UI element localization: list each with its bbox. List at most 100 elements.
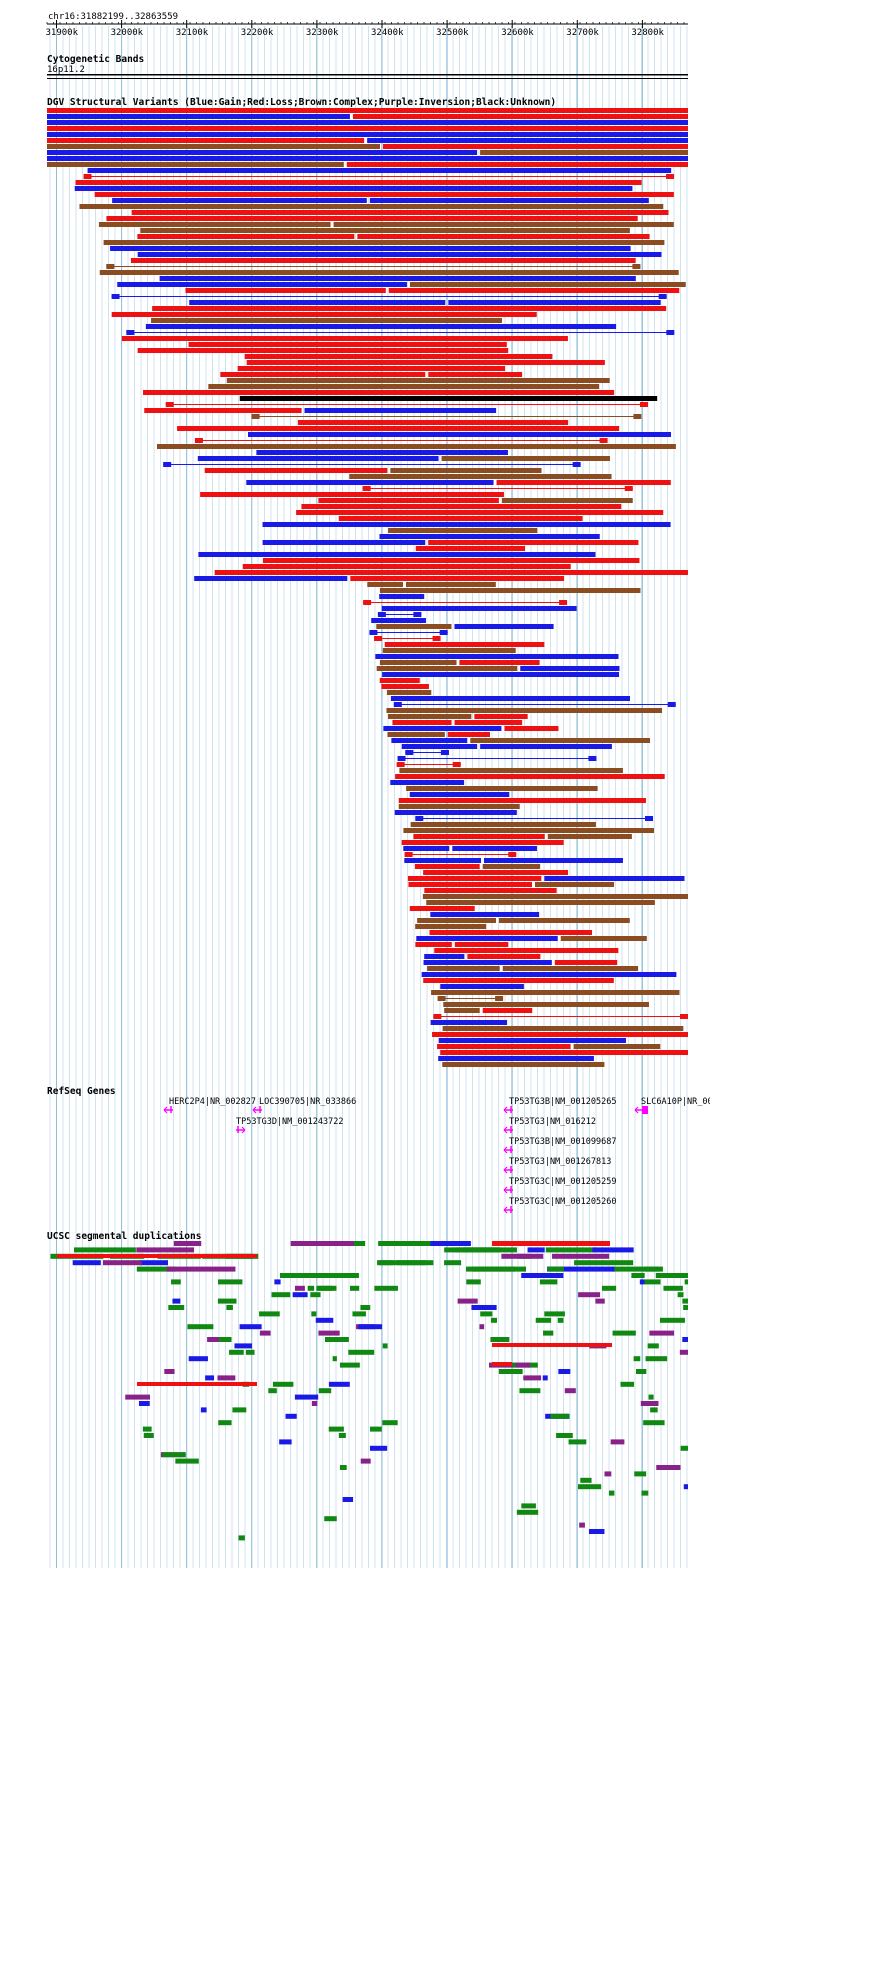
gene-tp53tg3c-2[interactable]: TP53TG3C|NM_001205260 (503, 1197, 616, 1214)
dgv-feature[interactable] (112, 198, 367, 203)
segdup-feature[interactable] (232, 1407, 247, 1413)
dgv-feature[interactable] (480, 150, 688, 155)
dgv-feature[interactable] (415, 924, 487, 929)
segdup-feature[interactable] (521, 1503, 536, 1509)
dgv-feature[interactable] (367, 582, 404, 587)
dgv-feature[interactable] (198, 552, 596, 557)
dgv-feature[interactable] (440, 1050, 688, 1055)
dgv-feature[interactable] (432, 1032, 688, 1037)
dgv-feature[interactable] (197, 456, 439, 461)
segdup-feature[interactable] (74, 1247, 136, 1253)
gene-tp53tg3-1[interactable]: TP53TG3|NM_016212 (503, 1117, 596, 1134)
segdup-feature[interactable] (577, 1484, 602, 1490)
dgv-feature[interactable] (666, 330, 675, 335)
dgv-feature[interactable] (482, 864, 541, 869)
segdup-feature[interactable] (369, 1426, 382, 1432)
dgv-feature[interactable] (414, 864, 480, 869)
dgv-feature[interactable] (559, 600, 568, 605)
segdup-feature[interactable] (574, 1260, 634, 1266)
dgv-feature[interactable] (396, 762, 405, 767)
segdup-feature[interactable] (677, 1292, 684, 1298)
segdup-feature[interactable] (360, 1305, 371, 1310)
dgv-feature[interactable] (346, 162, 688, 167)
dgv-feature[interactable] (632, 264, 641, 269)
dgv-feature[interactable] (404, 858, 482, 863)
dgv-feature[interactable] (110, 246, 631, 251)
segdup-feature[interactable] (683, 1484, 688, 1490)
segdup-feature[interactable] (168, 1305, 185, 1310)
segdup-feature[interactable] (547, 1266, 615, 1272)
dgv-feature[interactable] (502, 966, 639, 971)
cytoband-bar[interactable] (47, 74, 688, 76)
segdup-feature[interactable] (200, 1407, 207, 1413)
segdup-feature[interactable] (57, 1254, 257, 1258)
dgv-feature[interactable] (379, 534, 600, 539)
dgv-feature[interactable] (437, 1044, 571, 1049)
segdup-feature[interactable] (218, 1279, 243, 1285)
dgv-feature[interactable] (454, 624, 554, 629)
segdup-feature[interactable] (328, 1426, 344, 1432)
segdup-feature[interactable] (175, 1458, 199, 1464)
dgv-feature[interactable] (74, 186, 633, 191)
segdup-feature[interactable] (634, 1471, 647, 1477)
segdup-feature[interactable] (360, 1458, 371, 1464)
gene-tp53tg3d[interactable]: TP53TG3D|NM_001243722 (236, 1117, 343, 1134)
dgv-feature[interactable] (454, 942, 509, 947)
segdup-feature[interactable] (472, 1266, 516, 1272)
dgv-feature[interactable] (374, 636, 383, 641)
dgv-feature[interactable] (220, 372, 426, 377)
dgv-feature[interactable] (204, 468, 388, 473)
dgv-feature[interactable] (406, 582, 496, 587)
dgv-feature[interactable] (452, 762, 461, 767)
segdup-feature[interactable] (187, 1324, 214, 1330)
dgv-feature[interactable] (137, 348, 509, 353)
dgv-feature[interactable] (405, 750, 414, 755)
dgv-feature[interactable] (390, 780, 465, 785)
segdup-feature[interactable] (490, 1317, 497, 1323)
dgv-feature[interactable] (459, 660, 540, 665)
dgv-feature[interactable] (185, 288, 386, 293)
dgv-feature[interactable] (421, 972, 677, 977)
dgv-feature[interactable] (376, 624, 452, 629)
dgv-feature[interactable] (392, 720, 452, 725)
dgv-feature[interactable] (417, 918, 496, 923)
segdup-feature[interactable] (552, 1253, 610, 1259)
dgv-feature[interactable] (333, 222, 674, 227)
dgv-feature[interactable] (369, 198, 649, 203)
dgv-feature[interactable] (588, 756, 597, 761)
dgv-feature[interactable] (376, 666, 518, 671)
dgv-feature[interactable] (363, 600, 372, 605)
dgv-feature[interactable] (398, 804, 520, 809)
segdup-feature[interactable] (315, 1317, 334, 1323)
segdup-feature[interactable] (218, 1420, 232, 1426)
dgv-feature[interactable] (144, 408, 302, 413)
dgv-feature[interactable] (47, 150, 478, 155)
dgv-feature[interactable] (226, 378, 610, 383)
dgv-feature[interactable] (437, 996, 446, 1001)
segdup-feature[interactable] (172, 1298, 181, 1304)
dgv-feature[interactable] (297, 420, 569, 425)
dgv-feature[interactable] (633, 414, 642, 419)
dgv-feature[interactable] (387, 732, 445, 737)
segdup-feature[interactable] (378, 1241, 442, 1246)
dgv-feature[interactable] (443, 1002, 649, 1007)
segdup-feature[interactable] (217, 1375, 236, 1381)
dgv-feature[interactable] (415, 942, 452, 947)
segdup-feature[interactable] (558, 1369, 571, 1374)
dgv-feature[interactable] (117, 282, 407, 287)
segdup-feature[interactable] (640, 1401, 659, 1406)
dgv-feature[interactable] (416, 936, 558, 941)
dgv-feature[interactable] (47, 114, 350, 119)
dgv-feature[interactable] (143, 390, 615, 395)
segdup-feature[interactable] (610, 1439, 625, 1445)
dgv-feature[interactable] (404, 852, 413, 857)
dgv-feature[interactable] (442, 1062, 605, 1067)
dgv-feature[interactable] (413, 612, 422, 617)
dgv-feature[interactable] (318, 498, 499, 503)
dgv-feature[interactable] (338, 516, 583, 521)
dgv-feature[interactable] (408, 882, 532, 887)
segdup-feature[interactable] (272, 1381, 294, 1387)
dgv-feature[interactable] (666, 174, 675, 179)
dgv-feature[interactable] (357, 234, 650, 239)
dgv-feature[interactable] (208, 384, 600, 389)
